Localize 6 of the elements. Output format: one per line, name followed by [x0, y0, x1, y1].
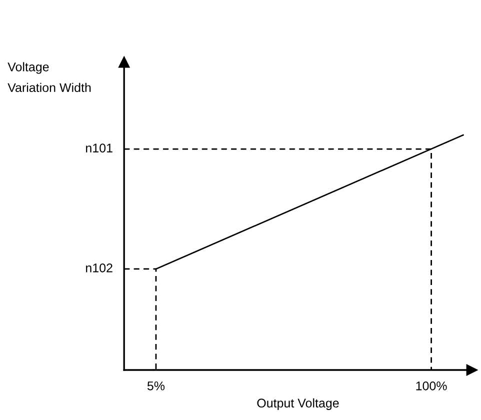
x-tick-label: 100% [416, 381, 447, 390]
annotation: n101 [86, 144, 112, 152]
annotation: n102 [86, 263, 112, 272]
x-axis-title: Output Voltage [257, 398, 339, 410]
x-tick-label: 5% [147, 382, 165, 390]
y-axis-title: Voltage Variation Width [8, 62, 91, 92]
